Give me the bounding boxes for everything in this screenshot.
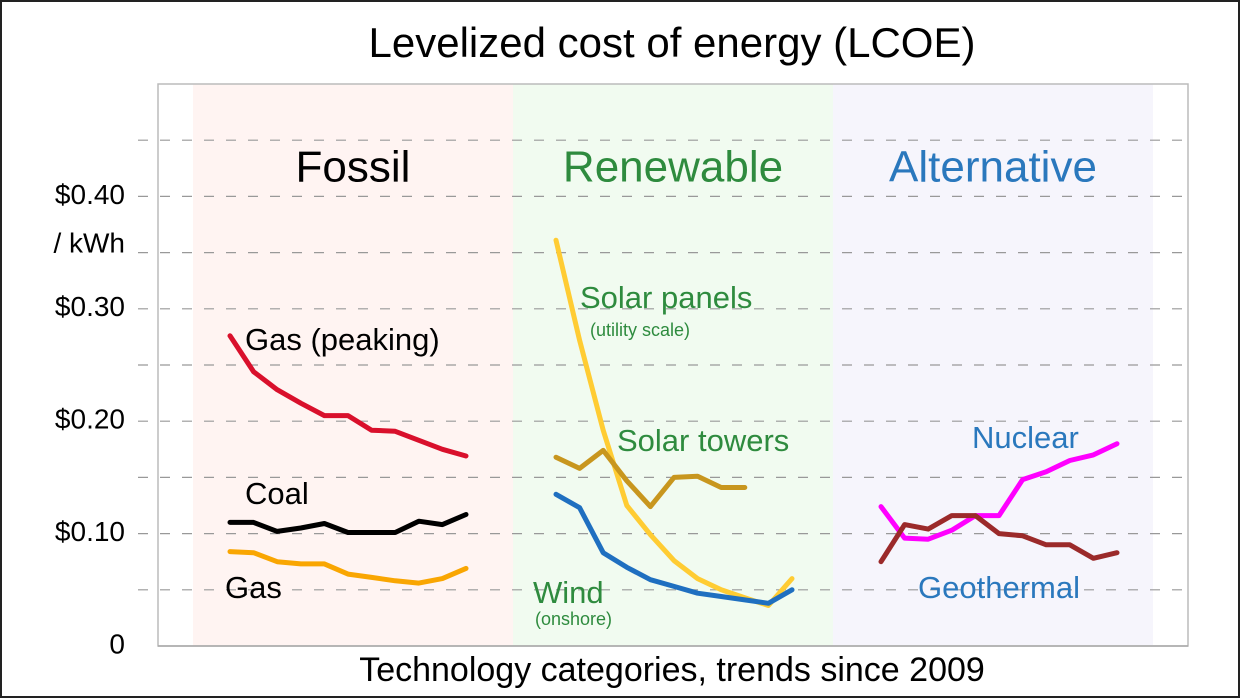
series-note: (onshore) (535, 609, 612, 629)
series-label: Nuclear (972, 420, 1079, 455)
series-label: Gas (225, 570, 282, 605)
y-tick-label: $0.30 (55, 291, 125, 322)
category-label: Alternative (889, 143, 1097, 192)
series-line (227, 333, 469, 459)
chart-title: Levelized cost of energy (LCOE) (369, 19, 976, 66)
series-line (553, 491, 795, 606)
series-label: Coal (245, 476, 309, 511)
series-line (553, 447, 748, 510)
series-line (227, 512, 469, 535)
series-label: Solar panels (580, 280, 752, 315)
category-label: Fossil (296, 143, 411, 192)
y-tick-label: $0.20 (55, 404, 125, 435)
series-label: Wind (533, 575, 604, 610)
series-note: (utility scale) (590, 320, 690, 340)
series-line (227, 549, 469, 586)
x-axis-label: Technology categories, trends since 2009 (359, 651, 985, 689)
series-label: Geothermal (918, 570, 1080, 605)
y-tick-label: $0.40 (55, 179, 125, 210)
series-line (878, 441, 1120, 542)
series-label: Solar towers (617, 423, 789, 458)
series-label: Gas (peaking) (245, 322, 440, 357)
y-unit-label: / kWh (53, 227, 125, 258)
series-line (878, 513, 1120, 565)
y-tick-label: $0.10 (55, 516, 125, 547)
category-label: Renewable (563, 143, 783, 192)
y-tick-label: 0 (109, 628, 125, 659)
